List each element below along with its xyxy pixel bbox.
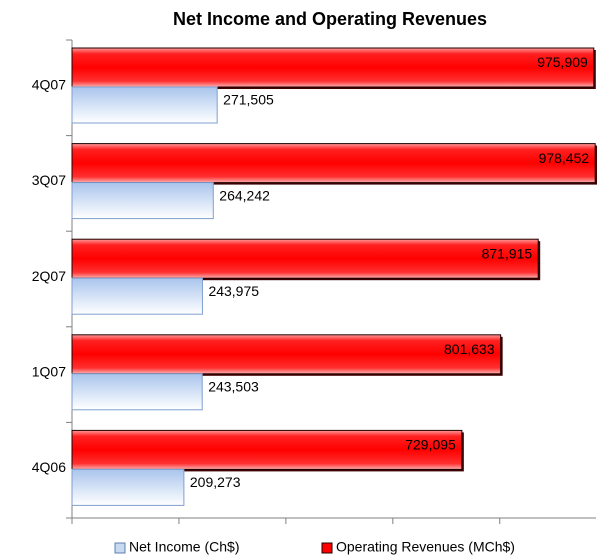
bar xyxy=(71,429,463,470)
bar xyxy=(71,86,218,124)
bar xyxy=(71,277,203,315)
bar xyxy=(71,468,185,506)
value-label: 801,633 xyxy=(444,341,495,357)
bar xyxy=(71,373,203,411)
value-label: 871,915 xyxy=(482,245,533,261)
chart-title: Net Income and Operating Revenues xyxy=(173,9,487,29)
value-label: 264,242 xyxy=(219,187,270,203)
value-label: 209,273 xyxy=(190,474,241,490)
value-label: 978,452 xyxy=(539,150,590,166)
bar xyxy=(71,47,595,88)
legend-label: Net Income (Ch$) xyxy=(129,539,239,555)
legend-swatch xyxy=(321,542,333,554)
y-tick-label: 1Q07 xyxy=(32,363,66,379)
value-label: 975,909 xyxy=(537,54,588,70)
legend-swatch xyxy=(114,542,126,554)
y-tick-label: 3Q07 xyxy=(32,172,66,188)
bar xyxy=(71,182,214,220)
value-label: 243,975 xyxy=(208,283,259,299)
value-label: 271,505 xyxy=(223,92,274,108)
bar xyxy=(71,238,539,279)
y-tick-label: 2Q07 xyxy=(32,268,66,284)
bar xyxy=(71,334,502,375)
value-label: 243,503 xyxy=(208,379,259,395)
value-label: 729,095 xyxy=(405,437,456,453)
y-tick-label: 4Q06 xyxy=(32,459,66,475)
y-tick-label: 4Q07 xyxy=(32,77,66,93)
legend-label: Operating Revenues (MCh$) xyxy=(336,539,515,555)
bar xyxy=(71,143,596,184)
